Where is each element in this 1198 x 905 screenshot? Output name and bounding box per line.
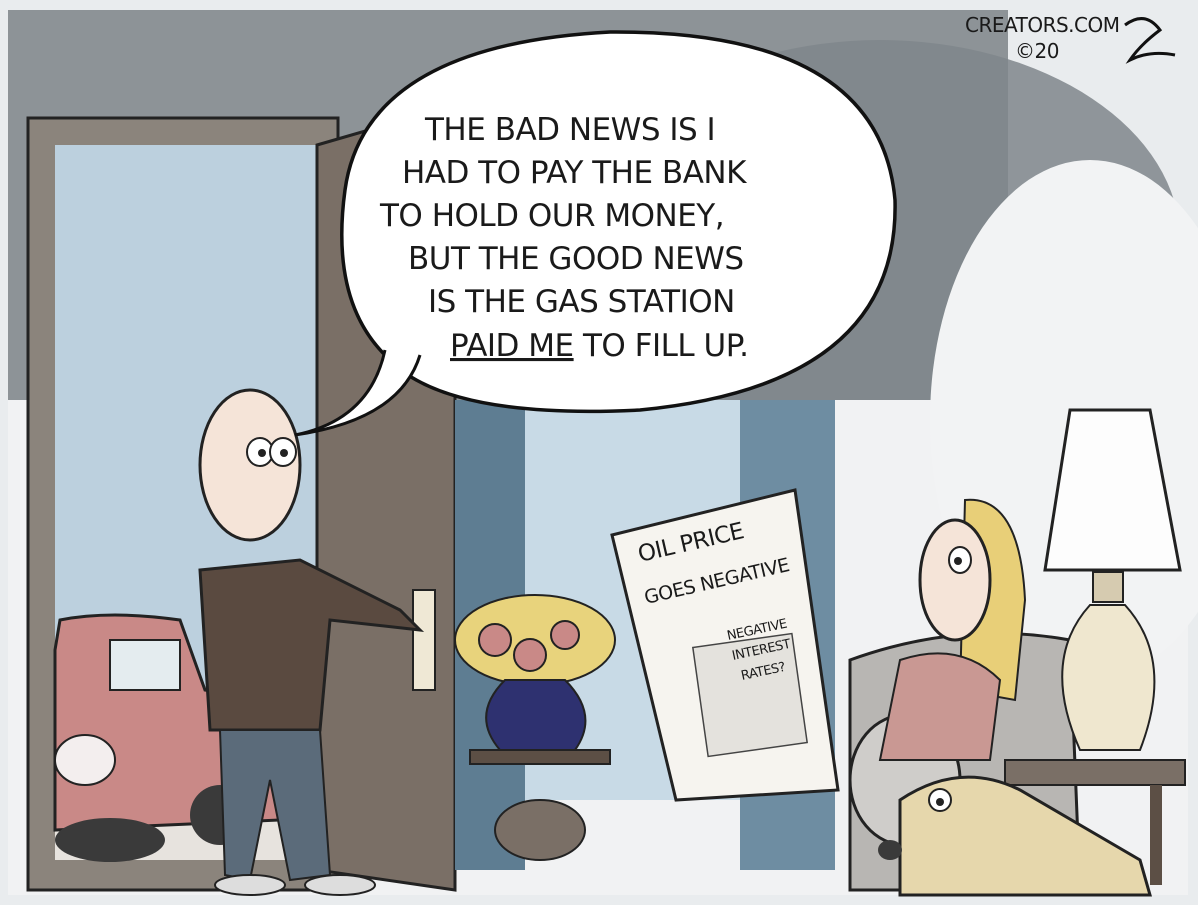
speech-line-6: PAID ME TO FILL UP.: [450, 328, 748, 364]
speech-line-2: HAD TO PAY THE BANK: [402, 155, 747, 191]
newspaper: OIL PRICE GOES NEGATIVE NEGATIVE INTERES…: [610, 488, 840, 802]
flower-vase: [454, 594, 616, 861]
speech-line-6-rest: TO FILL UP.: [574, 328, 749, 364]
speech-line-3: TO HOLD OUR MONEY,: [379, 198, 724, 234]
credit-year: ©20: [1015, 39, 1059, 63]
table-lamp: [1004, 408, 1186, 885]
door-handle[interactable]: [412, 589, 436, 691]
artist-signature: [1124, 17, 1176, 64]
man-figure: [198, 388, 425, 896]
woman-figure: [878, 498, 1027, 761]
speech-line-5: IS THE GAS STATION: [428, 284, 735, 320]
speech-underlined-phrase: PAID ME: [450, 328, 574, 364]
credit-site: CREATORS.COM: [965, 13, 1120, 37]
speech-bubble: THE BAD NEWS IS I HAD TO PAY THE BANK TO…: [294, 30, 897, 437]
dog: [878, 775, 1152, 897]
speech-line-4: BUT THE GOOD NEWS: [408, 241, 744, 277]
speech-line-1: THE BAD NEWS IS I: [424, 112, 715, 148]
